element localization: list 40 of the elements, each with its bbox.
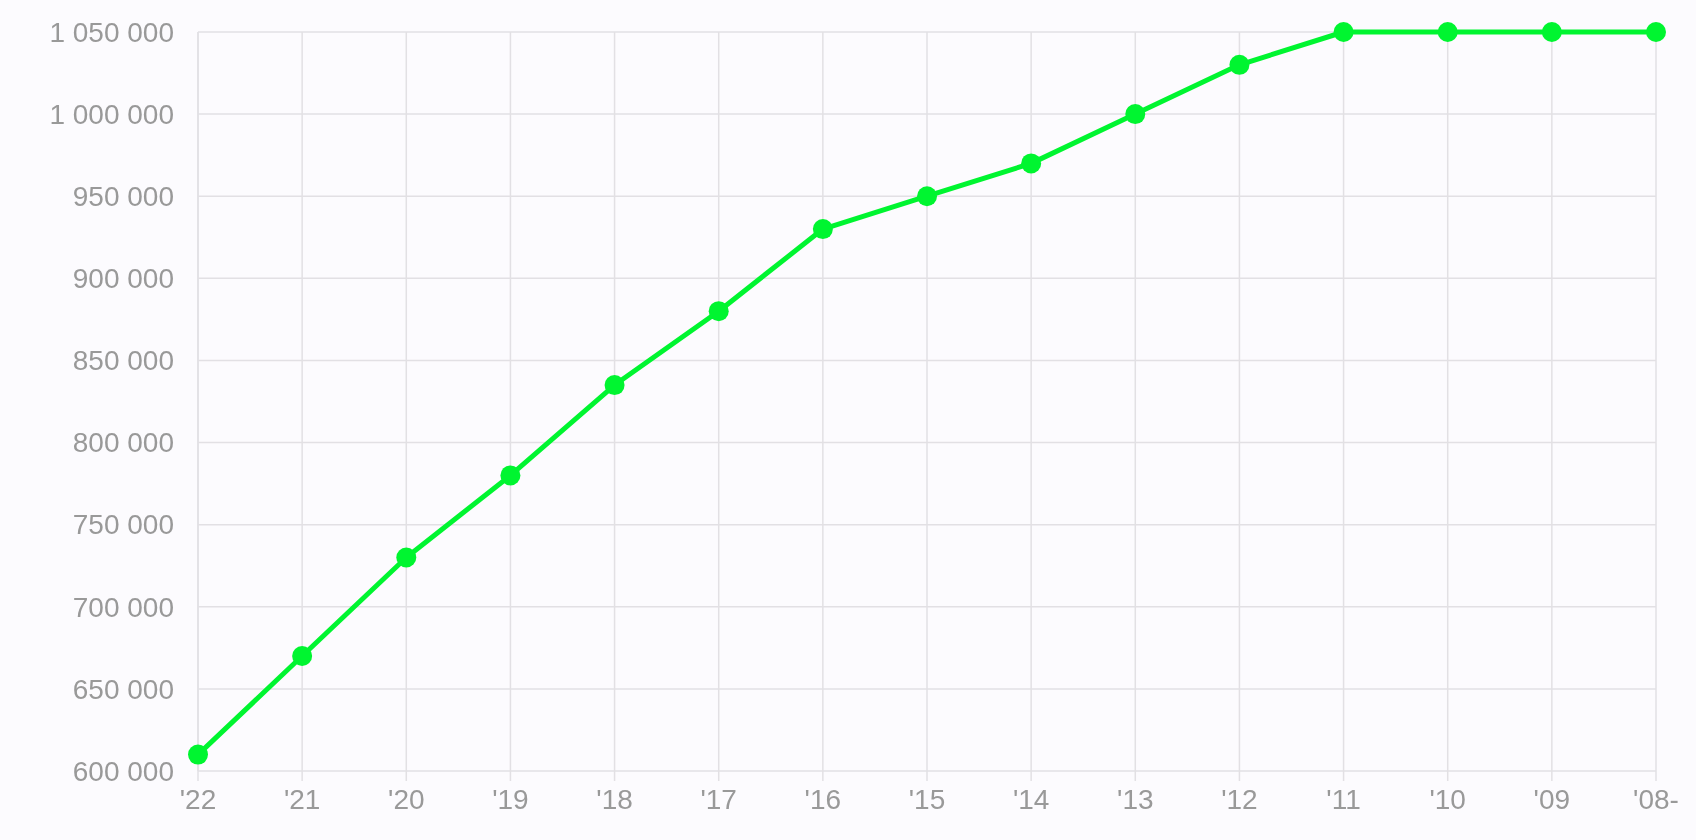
x-tick-label: '13 [1117, 784, 1154, 815]
x-tick-label: '17 [700, 784, 737, 815]
y-tick-label: 1 050 000 [49, 16, 174, 48]
point [1541, 22, 1562, 42]
x-tick-label: '11 [1326, 784, 1361, 815]
y-tick-label: 800 000 [72, 427, 174, 459]
point [812, 219, 833, 240]
point [396, 547, 417, 568]
x-tick-label: '08- [1633, 784, 1679, 815]
x-tick-label: '21 [283, 784, 321, 815]
point [1229, 54, 1250, 75]
y-tick-label: 600 000 [72, 755, 174, 787]
y-tick-label: 750 000 [72, 509, 174, 541]
y-tick-label: 1 000 000 [49, 98, 174, 130]
point [1125, 104, 1146, 125]
y-tick-label: 650 000 [72, 673, 174, 705]
x-tick-label: '22 [179, 784, 217, 815]
y-tick-label: 850 000 [72, 345, 174, 377]
point [1437, 22, 1458, 42]
x-tick-label: '18 [596, 784, 633, 815]
point [1646, 22, 1666, 42]
point [292, 646, 313, 667]
point [1333, 22, 1354, 42]
x-tick-label: '09 [1533, 784, 1571, 815]
y-tick-label: 700 000 [72, 591, 174, 623]
point [708, 301, 729, 322]
x-tick-label: '14 [1012, 784, 1050, 815]
point [188, 744, 208, 765]
point [1021, 153, 1042, 174]
x-tick-label: '16 [804, 784, 842, 815]
point [500, 465, 521, 486]
x-tick-label: '10 [1429, 784, 1466, 815]
x-tick-label: '12 [1221, 784, 1258, 815]
point [604, 375, 625, 396]
x-tick-label: '20 [388, 784, 425, 815]
x-tick-label: '19 [492, 784, 529, 815]
point [917, 186, 937, 207]
y-tick-label: 950 000 [72, 181, 174, 213]
y-tick-label: 900 000 [72, 263, 174, 295]
x-tick-label: '15 [908, 784, 946, 815]
